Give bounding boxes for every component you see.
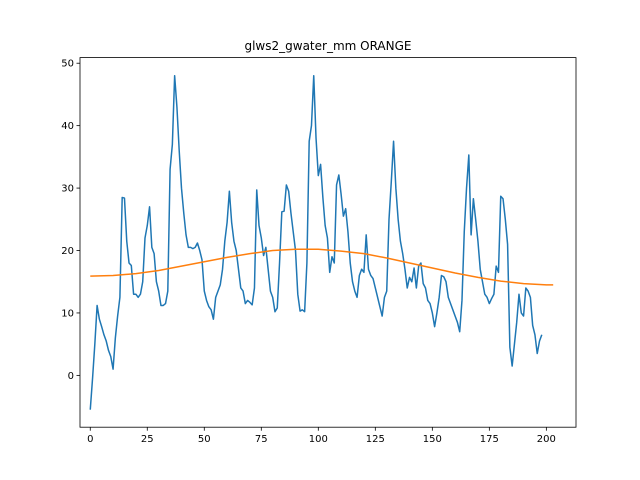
x-tick-label: 0 [87,434,93,445]
series-layer [89,74,554,410]
y-tick-label: 50 [61,59,74,70]
y-tick-label: 0 [68,371,74,382]
x-tick-label: 75 [255,434,268,445]
x-tick-label: 200 [537,434,556,445]
x-tick-label: 50 [198,434,211,445]
y-tick-label: 10 [61,308,74,319]
plot-frame [79,57,577,428]
x-tick-label: 175 [480,434,499,445]
y-tick-label: 30 [61,184,74,195]
y-tick-label: 40 [61,121,74,132]
x-tick-label: 150 [423,434,442,445]
x-tick-label: 100 [309,434,328,445]
series-line-fit [90,248,554,286]
y-tick-label: 20 [61,246,74,257]
x-tick-label: 25 [141,434,154,445]
series-line-observed [89,74,543,410]
axis-layer: 0 25 50 75 100 125 150 175 200 0 10 20 30 40 50 [61,59,556,445]
chart-title: glws2_gwater_mm ORANGE [244,39,411,53]
x-tick-label: 125 [366,434,385,445]
